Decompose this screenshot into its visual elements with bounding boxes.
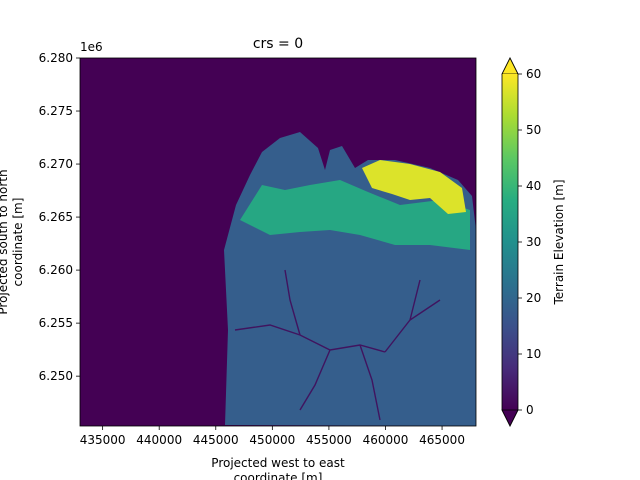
terrain-layer <box>224 132 476 426</box>
colorbar-ticks: 0 10 20 30 40 50 60 <box>518 67 541 417</box>
y-tick-label: 6.270 <box>39 157 73 171</box>
x-tick-label: 450000 <box>249 433 295 447</box>
colorbar-extend-min <box>501 409 519 427</box>
colorbar-tick-label: 10 <box>526 347 541 361</box>
colorbar-tick-label: 0 <box>526 403 534 417</box>
plot-frame <box>79 57 477 427</box>
y-tick-label: 6.275 <box>39 104 73 118</box>
y-tick-label: 6.260 <box>39 263 73 277</box>
y-axis-label-line1: Projected south to north <box>0 169 10 314</box>
y-tick-label: 6.250 <box>39 369 73 383</box>
y-axis-label-line2: coordinate [m] <box>11 198 25 287</box>
chart-title: crs = 0 <box>253 36 303 52</box>
x-axis-label-line1: Projected west to east <box>211 456 345 470</box>
x-axis: 435000 440000 445000 450000 455000 460000 4650… <box>80 426 465 447</box>
y-axis: 6.250 6.255 6.260 6.265 6.270 6.275 6.280 <box>39 51 80 383</box>
y-tick-label: 6.255 <box>39 316 73 330</box>
colorbar-tick-label: 40 <box>526 179 541 193</box>
colorbar-extend-max <box>501 57 519 75</box>
colorbar-label: Terrain Elevation [m] <box>552 179 566 305</box>
upland-region <box>240 180 470 250</box>
x-axis-label-line2: coordinate [m] <box>234 471 323 480</box>
x-tick-label: 455000 <box>306 433 352 447</box>
colorbar-tick-label: 20 <box>526 291 541 305</box>
y-tick-label: 6.280 <box>39 51 73 65</box>
y-offset-label: 1e6 <box>80 40 103 54</box>
x-tick-label: 445000 <box>193 433 239 447</box>
x-tick-label: 435000 <box>80 433 126 447</box>
colorbar-gradient <box>502 74 518 410</box>
plot-area <box>80 58 476 426</box>
ridge-region <box>362 160 466 214</box>
x-tick-label: 440000 <box>136 433 182 447</box>
x-tick-label: 460000 <box>363 433 409 447</box>
colorbar-tick-label: 50 <box>526 123 541 137</box>
colorbar-tick-label: 60 <box>526 67 541 81</box>
colorbar-tick-label: 30 <box>526 235 541 249</box>
x-tick-label: 465000 <box>419 433 465 447</box>
valley-lines <box>234 269 441 421</box>
y-tick-label: 6.265 <box>39 210 73 224</box>
colorbar: 0 10 20 30 40 50 60 Terrain Elevation [m] <box>501 57 566 427</box>
